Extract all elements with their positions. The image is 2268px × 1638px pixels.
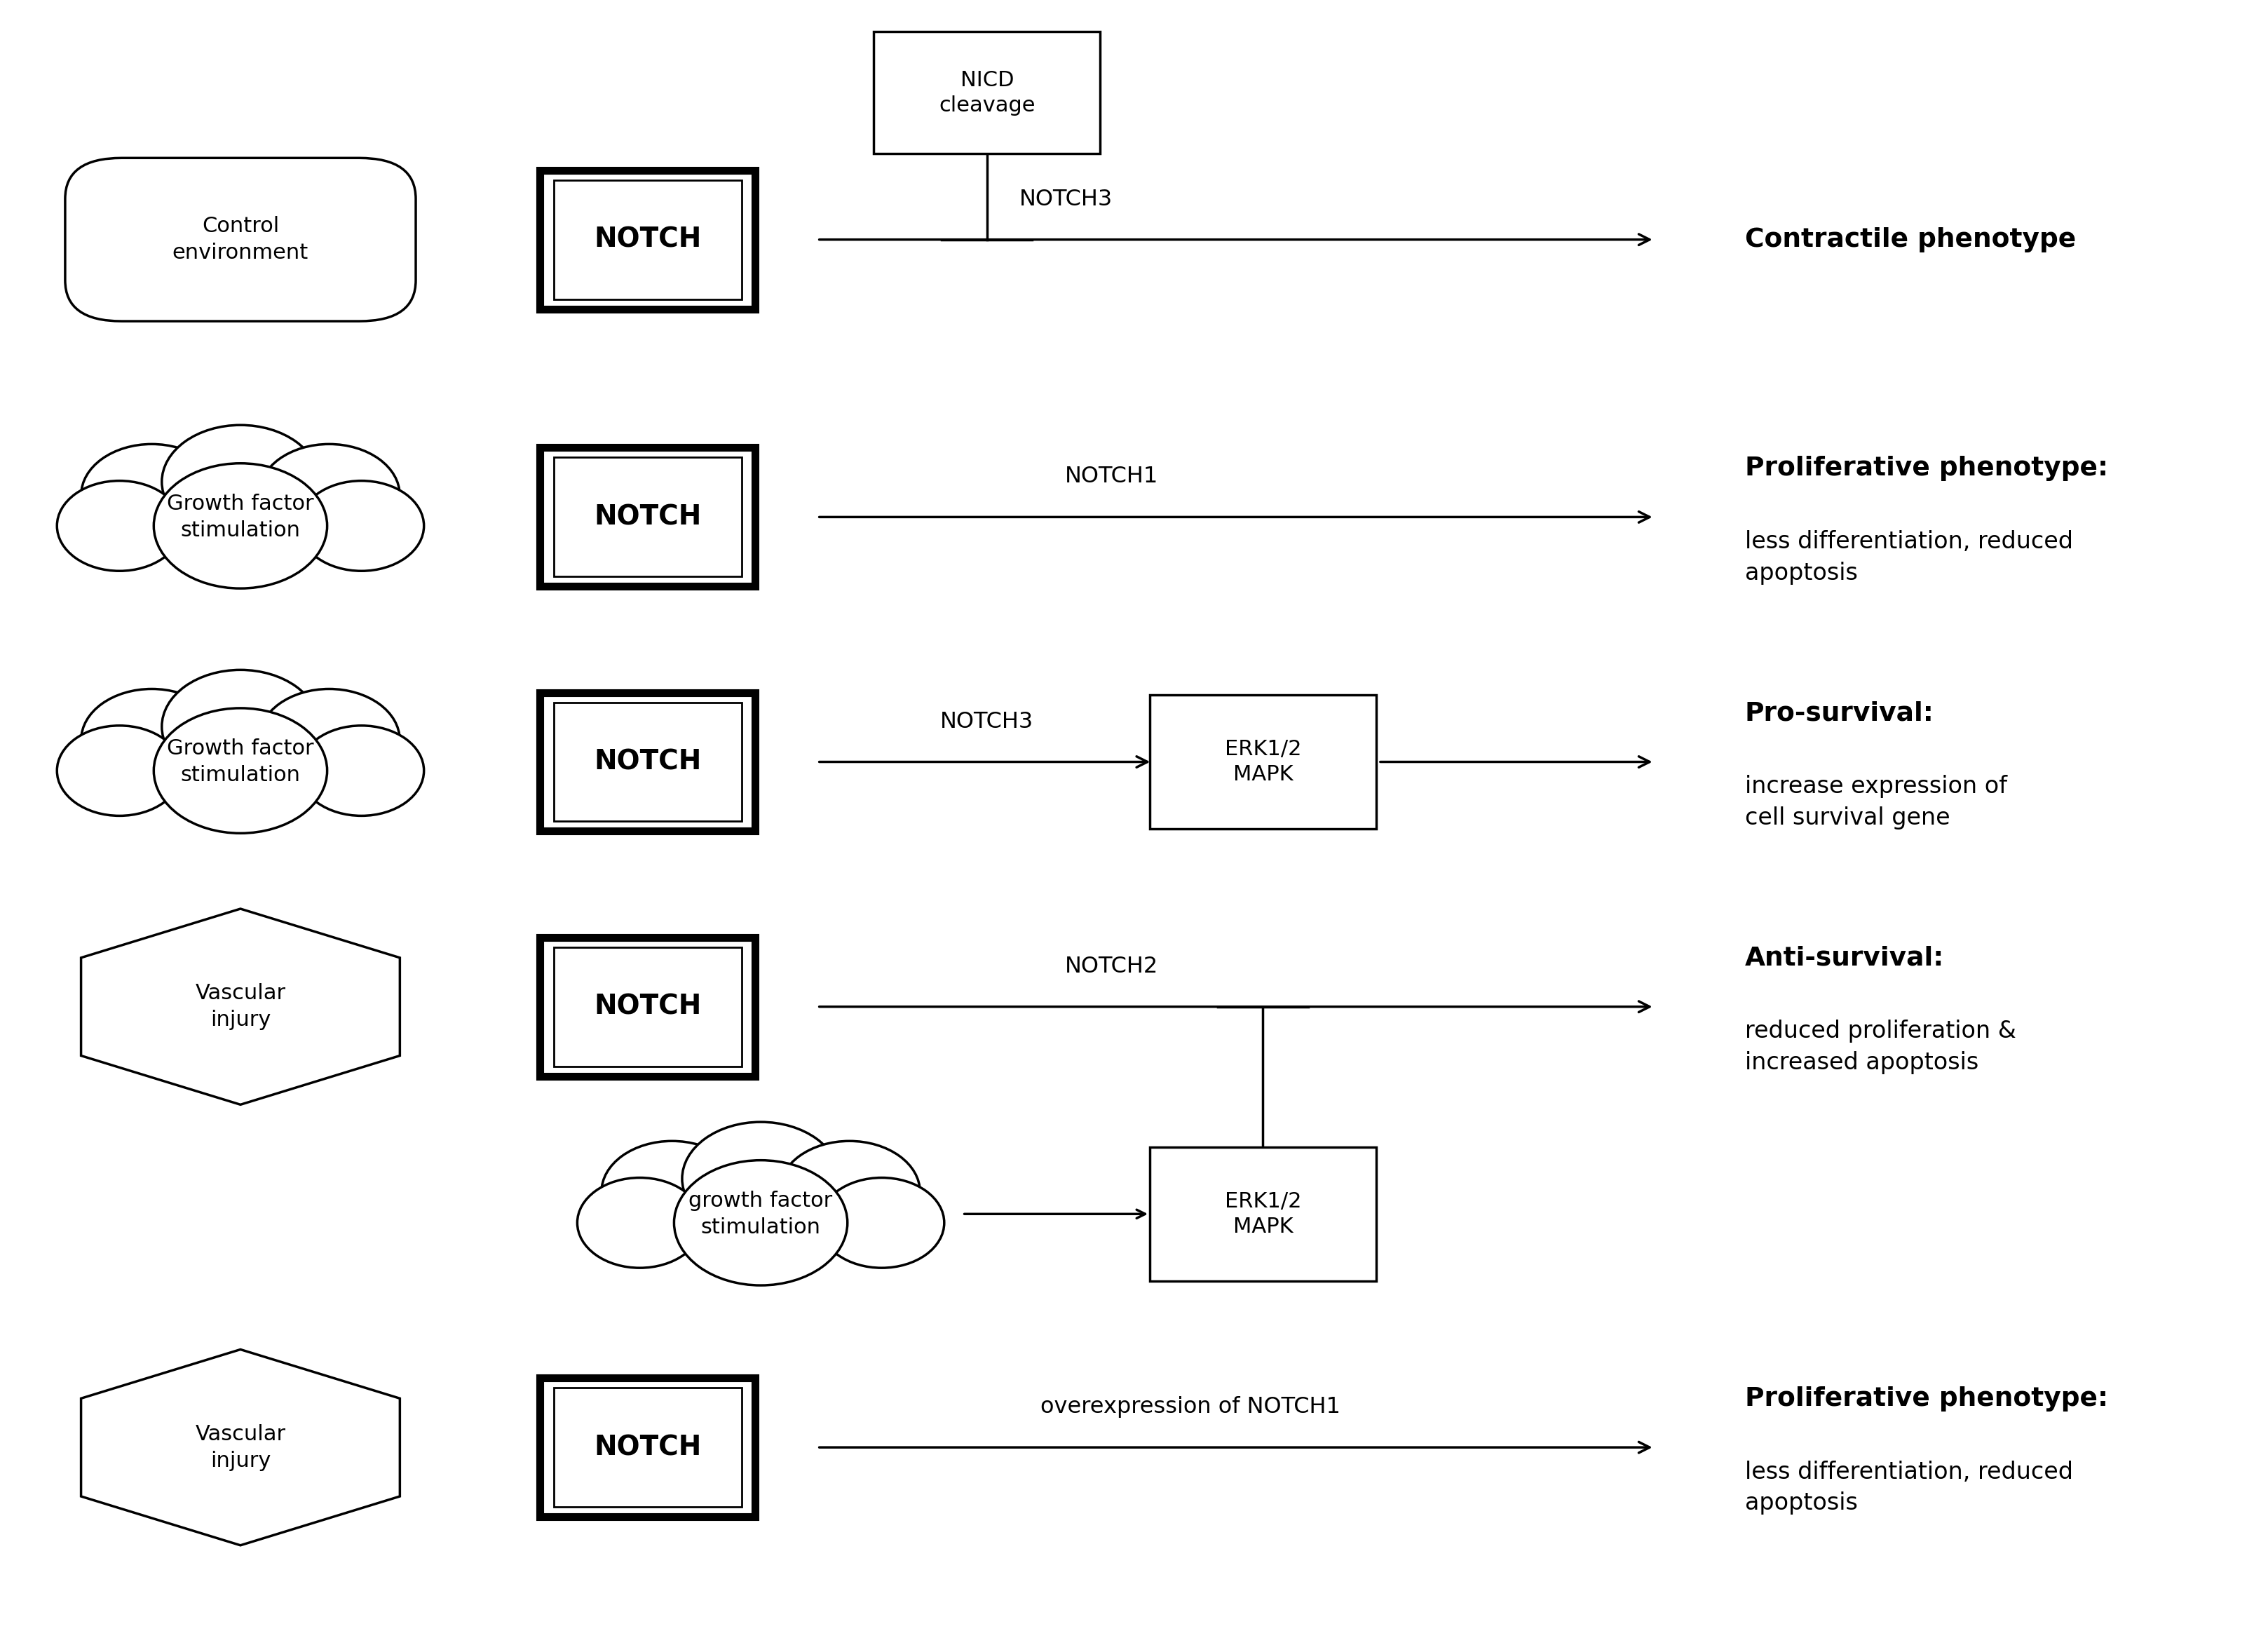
Text: reduced proliferation &
increased apoptosis: reduced proliferation & increased apopto…	[1744, 1020, 2016, 1075]
Circle shape	[57, 482, 181, 572]
Text: NICD
cleavage: NICD cleavage	[939, 70, 1034, 115]
Text: overexpression of NOTCH1: overexpression of NOTCH1	[1041, 1396, 1340, 1419]
Text: ERK1/2
MAPK: ERK1/2 MAPK	[1225, 1191, 1302, 1237]
Text: Control
environment: Control environment	[172, 216, 308, 264]
Text: NOTCH: NOTCH	[594, 1433, 701, 1461]
Circle shape	[57, 726, 181, 816]
Circle shape	[259, 690, 399, 791]
Polygon shape	[82, 1350, 399, 1545]
Text: Growth factor
stimulation: Growth factor stimulation	[168, 493, 313, 541]
FancyBboxPatch shape	[540, 170, 755, 310]
Circle shape	[578, 1178, 703, 1268]
Text: Contractile phenotype: Contractile phenotype	[1744, 228, 2075, 252]
Polygon shape	[82, 909, 399, 1104]
FancyBboxPatch shape	[540, 1378, 755, 1517]
FancyBboxPatch shape	[553, 1387, 742, 1507]
FancyBboxPatch shape	[553, 947, 742, 1066]
FancyBboxPatch shape	[540, 937, 755, 1076]
Text: NOTCH: NOTCH	[594, 505, 701, 531]
Circle shape	[819, 1178, 943, 1268]
FancyBboxPatch shape	[1150, 1147, 1377, 1281]
FancyBboxPatch shape	[66, 157, 415, 321]
Circle shape	[259, 444, 399, 545]
Text: Vascular
injury: Vascular injury	[195, 983, 286, 1030]
Text: NOTCH1: NOTCH1	[1064, 465, 1159, 488]
Circle shape	[161, 426, 320, 539]
Text: NOTCH3: NOTCH3	[941, 711, 1034, 732]
Text: Proliferative phenotype:: Proliferative phenotype:	[1744, 1386, 2107, 1412]
Text: NOTCH: NOTCH	[594, 226, 701, 252]
Text: NOTCH3: NOTCH3	[1018, 188, 1114, 210]
Circle shape	[778, 1142, 921, 1243]
Circle shape	[154, 464, 327, 588]
Text: increase expression of
cell survival gene: increase expression of cell survival gen…	[1744, 775, 2007, 829]
FancyBboxPatch shape	[553, 703, 742, 821]
Circle shape	[82, 690, 222, 791]
Circle shape	[161, 670, 320, 783]
Text: Proliferative phenotype:: Proliferative phenotype:	[1744, 455, 2107, 482]
Circle shape	[299, 482, 424, 572]
FancyBboxPatch shape	[553, 457, 742, 577]
FancyBboxPatch shape	[553, 180, 742, 300]
FancyBboxPatch shape	[540, 693, 755, 830]
Circle shape	[601, 1142, 742, 1243]
FancyBboxPatch shape	[540, 447, 755, 586]
Text: less differentiation, reduced
apoptosis: less differentiation, reduced apoptosis	[1744, 531, 2073, 585]
Text: Anti-survival:: Anti-survival:	[1744, 945, 1944, 971]
Circle shape	[299, 726, 424, 816]
Text: growth factor
stimulation: growth factor stimulation	[689, 1191, 832, 1238]
Text: Growth factor
stimulation: Growth factor stimulation	[168, 739, 313, 786]
Text: less differentiation, reduced
apoptosis: less differentiation, reduced apoptosis	[1744, 1461, 2073, 1515]
Circle shape	[154, 708, 327, 834]
FancyBboxPatch shape	[1150, 695, 1377, 829]
Text: Pro-survival:: Pro-survival:	[1744, 701, 1935, 726]
Text: ERK1/2
MAPK: ERK1/2 MAPK	[1225, 739, 1302, 785]
Circle shape	[674, 1160, 848, 1286]
Circle shape	[683, 1122, 839, 1235]
Circle shape	[82, 444, 222, 545]
FancyBboxPatch shape	[873, 31, 1100, 154]
Text: NOTCH: NOTCH	[594, 749, 701, 775]
Text: NOTCH: NOTCH	[594, 993, 701, 1020]
Text: NOTCH2: NOTCH2	[1064, 955, 1159, 978]
Text: Vascular
injury: Vascular injury	[195, 1423, 286, 1471]
